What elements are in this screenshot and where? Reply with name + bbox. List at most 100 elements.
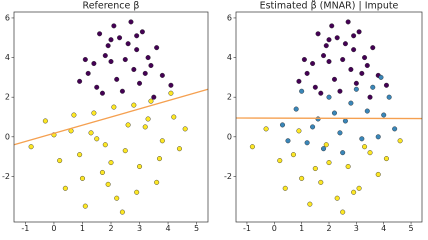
point — [329, 23, 335, 29]
y-tick-label: 2 — [227, 93, 232, 102]
point — [331, 110, 337, 116]
point — [134, 47, 140, 53]
point — [99, 90, 105, 96]
point — [91, 61, 97, 67]
point — [145, 55, 151, 61]
point — [105, 43, 111, 49]
point — [337, 130, 343, 136]
point — [108, 160, 114, 166]
point — [154, 45, 160, 51]
x-tick-label: 0 — [51, 224, 56, 232]
point — [114, 195, 120, 201]
point — [299, 175, 305, 181]
point — [131, 102, 137, 108]
point — [304, 70, 310, 76]
point — [392, 126, 398, 132]
point — [383, 82, 389, 88]
point — [370, 45, 376, 51]
point — [348, 66, 354, 72]
point — [159, 72, 165, 78]
point — [359, 136, 365, 142]
point — [342, 118, 348, 124]
x-tick-label: 3 — [137, 224, 142, 232]
point — [334, 195, 340, 201]
point — [119, 88, 125, 94]
point — [57, 158, 63, 164]
point — [334, 35, 340, 41]
y-tick-label: 0 — [227, 132, 232, 141]
point — [318, 90, 324, 96]
point — [99, 169, 105, 175]
y-tick-label: -2 — [224, 172, 232, 181]
point — [91, 110, 97, 116]
point — [321, 53, 327, 59]
point — [356, 29, 362, 35]
figure: Reference β Estimated β̂ (MNAR) | Impute… — [2, 0, 423, 232]
point — [97, 31, 103, 37]
point — [326, 37, 332, 43]
point — [151, 94, 157, 100]
point — [114, 76, 120, 82]
y-tick-label: 6 — [227, 13, 232, 22]
point — [293, 106, 299, 112]
point — [381, 112, 387, 118]
point — [340, 150, 346, 156]
point — [351, 47, 357, 53]
point — [176, 146, 182, 152]
point — [145, 116, 151, 122]
point — [310, 61, 316, 67]
point — [79, 175, 85, 181]
point — [367, 94, 373, 100]
point — [171, 114, 177, 120]
x-tick-label: 0 — [272, 224, 277, 232]
point — [277, 158, 283, 164]
point — [312, 166, 318, 172]
point — [386, 94, 392, 100]
point — [168, 90, 174, 96]
y-tick-label: 2 — [5, 93, 10, 102]
point — [367, 150, 373, 156]
point — [362, 144, 368, 150]
point — [263, 126, 269, 132]
point — [148, 98, 154, 104]
x-tick-label: 4 — [166, 224, 171, 232]
x-tick-label: 2 — [326, 224, 331, 232]
x-tick-label: 4 — [381, 224, 386, 232]
point — [383, 156, 389, 162]
point — [282, 185, 288, 191]
point — [340, 57, 346, 63]
y-tick-label: 0 — [5, 132, 10, 141]
point — [156, 156, 162, 162]
point — [111, 23, 117, 29]
point — [108, 59, 114, 65]
point — [122, 57, 128, 63]
point — [154, 179, 160, 185]
x-tick-label: 1 — [80, 224, 85, 232]
point — [353, 86, 359, 92]
x-tick-label: -1 — [243, 224, 251, 232]
point — [88, 130, 94, 136]
point — [137, 164, 143, 170]
point — [77, 152, 83, 158]
point — [331, 76, 337, 82]
point — [321, 146, 327, 152]
point — [301, 57, 307, 63]
point — [131, 66, 137, 72]
point — [142, 70, 148, 76]
point — [304, 140, 310, 146]
point — [326, 94, 332, 100]
point — [318, 179, 324, 185]
point — [128, 19, 134, 25]
point — [356, 185, 362, 191]
point — [82, 203, 88, 209]
point — [71, 112, 77, 118]
point — [337, 88, 343, 94]
point — [342, 41, 348, 47]
point — [345, 19, 351, 25]
point — [137, 80, 143, 86]
point — [122, 148, 128, 154]
x-tick-label: 2 — [108, 224, 113, 232]
fit-line — [13, 88, 209, 146]
y-tick-label: -2 — [2, 172, 10, 181]
point — [310, 124, 316, 130]
